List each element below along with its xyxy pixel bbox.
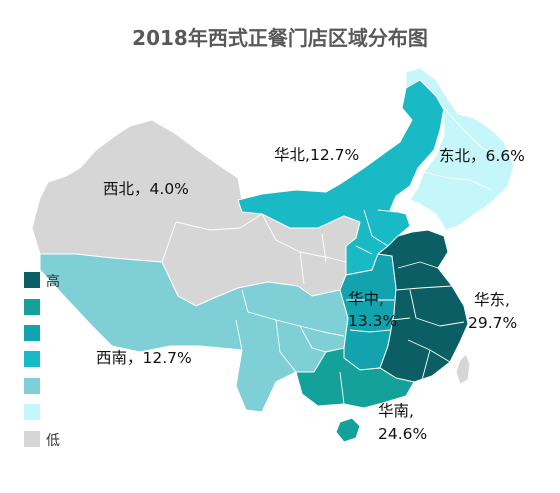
province-border-line [349, 329, 391, 333]
label-south-share: 24.6% [378, 425, 427, 443]
legend-swatch-4 [24, 351, 40, 367]
legend-swatch-5 [24, 378, 40, 394]
legend-swatch-2 [24, 299, 40, 315]
province-border-line [339, 371, 345, 405]
label-northwest-sep: ， [134, 180, 150, 198]
province-border-line [423, 171, 493, 191]
province-border-line [391, 317, 411, 321]
label-northwest: 西北，4.0% [103, 180, 189, 198]
province-border-line [409, 289, 465, 327]
province-border-line [161, 221, 177, 263]
label-south-name: 华南 [378, 402, 409, 420]
label-north: 华北,12.7% [274, 146, 359, 164]
province-border-line [241, 289, 345, 337]
province-border-line [397, 261, 439, 269]
label-northeast-sep: ， [470, 147, 486, 165]
label-central-name: 华中 [348, 290, 379, 308]
label-central-share: 13.3% [348, 312, 397, 330]
province-border-line [321, 233, 327, 263]
label-southwest-sep: ， [127, 349, 143, 367]
label-southwest-share: 12.7% [143, 349, 192, 367]
region-south-hainan[interactable] [335, 417, 361, 443]
legend-low-label: 低 [46, 433, 60, 449]
label-northeast-name: 东北 [439, 147, 471, 165]
label-central-sep: , [379, 290, 384, 308]
label-southwest: 西南，12.7% [96, 349, 192, 367]
province-border-line [363, 209, 389, 247]
province-border-line [299, 325, 327, 353]
region-south[interactable] [295, 347, 415, 409]
label-northwest-name: 西北 [103, 180, 135, 198]
province-border-line [395, 285, 453, 291]
region-east[interactable] [377, 229, 469, 383]
label-south-sep: , [409, 402, 414, 420]
province-border-line [443, 107, 501, 157]
label-northeast: 东北，6.6% [439, 147, 525, 165]
label-east-sep: , [505, 291, 510, 309]
label-east-share: 29.7% [468, 314, 517, 332]
label-east-name: 华东 [474, 291, 505, 309]
province-border-line [377, 209, 397, 213]
label-north-sep: , [305, 146, 310, 164]
province-border-line [175, 213, 263, 231]
label-south: 华南, 24.6% [378, 402, 427, 443]
legend-swatch-7 [24, 431, 40, 447]
legend: 高 低 [24, 272, 60, 449]
label-northwest-share: 4.0% [150, 180, 189, 198]
label-central: 华中, 13.3% [348, 290, 397, 330]
region-north[interactable] [237, 77, 445, 276]
map-title: 2018年西式正餐门店区域分布图 [132, 26, 428, 50]
province-border-line [299, 251, 305, 285]
label-southwest-name: 西南 [96, 349, 127, 367]
label-east: 华东, 29.7% [468, 291, 517, 332]
label-northeast-share: 6.6% [486, 147, 525, 165]
legend-swatch-3 [24, 325, 40, 341]
province-border-line [275, 319, 297, 373]
legend-swatch-6 [24, 404, 40, 420]
region-taiwan [455, 353, 471, 385]
legend-high-label: 高 [46, 273, 60, 290]
legend-swatch-1 [24, 272, 40, 288]
label-north-name: 华北 [274, 146, 306, 164]
province-border-line [355, 245, 373, 255]
region-northeast[interactable] [405, 67, 515, 231]
province-border-line [235, 319, 243, 351]
province-border-line [421, 349, 431, 381]
label-north-share: 12.7% [310, 146, 359, 164]
